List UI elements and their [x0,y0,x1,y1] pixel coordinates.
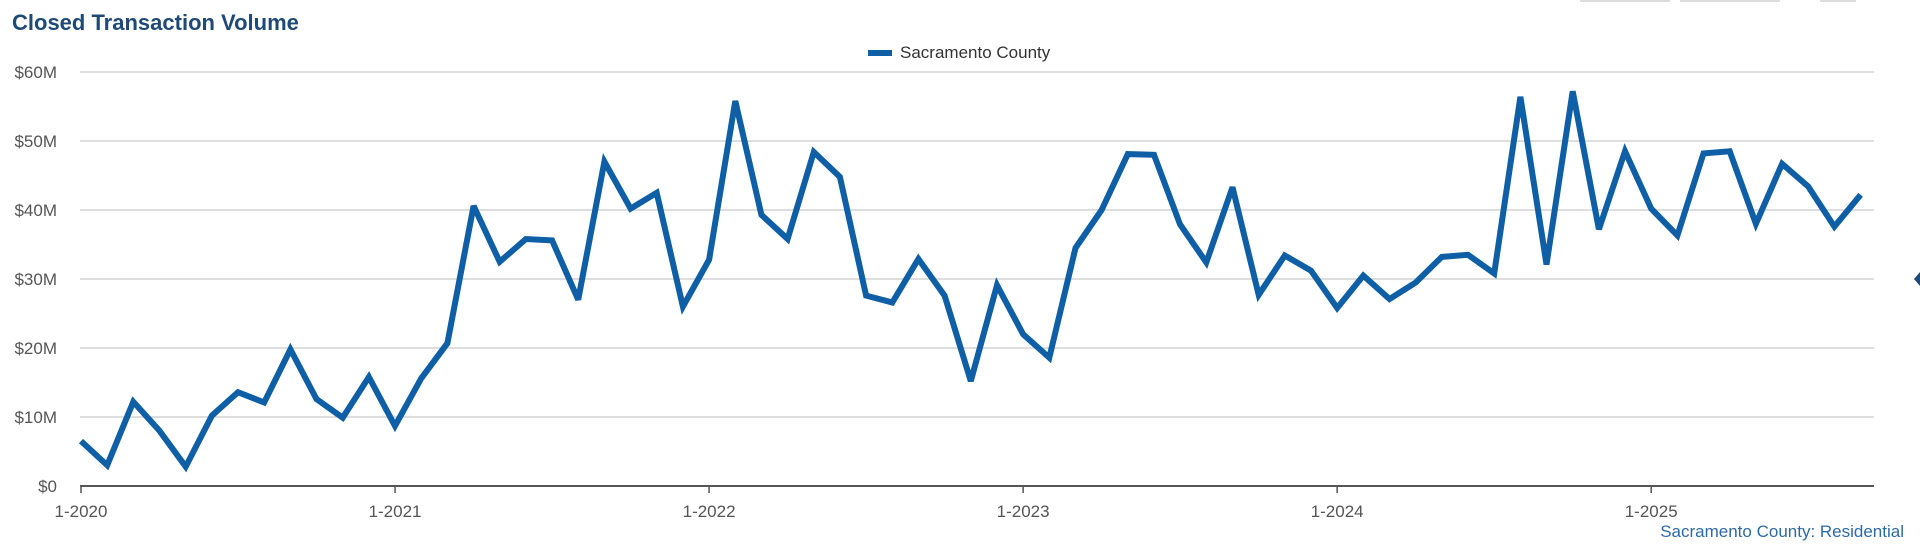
series-line [78,90,1863,473]
y-tick-label: $0 [38,477,57,496]
legend[interactable]: Sacramento County [868,43,1050,63]
x-tick-label: 1-2022 [683,502,736,521]
x-tick-label: 1-2021 [369,502,422,521]
x-tick-label: 1-2024 [1311,502,1364,521]
chart-title: Closed Transaction Volume [12,10,299,35]
y-tick-label: $40M [14,201,57,220]
x-tick-label: 1-2020 [55,502,108,521]
x-tick-label: 1-2023 [997,502,1050,521]
scroll-arrow-icon[interactable] [1914,272,1920,286]
toolbar-tab[interactable] [1680,0,1780,2]
y-tick-label: $10M [14,408,57,427]
y-tick-label: $30M [14,270,57,289]
legend-swatch [868,50,892,56]
toolbar-tab[interactable] [1820,0,1856,2]
y-tick-label: $20M [14,339,57,358]
y-tick-label: $50M [14,132,57,151]
chart-caption: Sacramento County: Residential [1660,522,1904,541]
x-tick-label: 1-2025 [1625,502,1678,521]
toolbar-tab[interactable] [1580,0,1670,2]
y-tick-label: $60M [14,63,57,82]
legend-label: Sacramento County [900,43,1051,62]
toolbar-tabs [1580,0,1856,2]
